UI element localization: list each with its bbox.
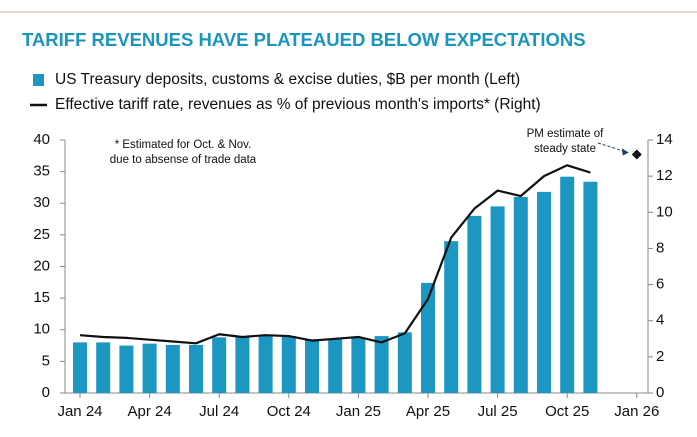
x-tick-label: Jul 25: [478, 403, 518, 420]
y-tick-label: 15: [33, 289, 50, 306]
bar: [444, 241, 459, 393]
bar: [258, 335, 273, 393]
y2-tick-label: 4: [656, 312, 664, 329]
bar: [165, 344, 180, 393]
bar: [212, 337, 227, 393]
y-tick-label: 5: [42, 352, 50, 369]
x-tick-label: Jan 26: [614, 403, 659, 420]
legend-swatch: [33, 74, 44, 86]
x-tick-label: Jul 24: [199, 403, 239, 420]
bar: [96, 342, 111, 393]
x-tick-label: Jan 24: [57, 403, 102, 420]
x-tick-label: Jan 25: [336, 403, 381, 420]
bar: [397, 332, 412, 393]
bar: [235, 336, 250, 393]
x-tick-label: Oct 24: [267, 403, 311, 420]
line: [79, 164, 591, 345]
bar: [119, 345, 134, 393]
bar: [560, 176, 575, 393]
bar: [467, 215, 482, 393]
y-tick-label: 35: [33, 163, 50, 180]
chart-title: TARIFF REVENUES HAVE PLATEAUED BELOW EXP…: [22, 29, 586, 50]
y2-tick-label: 2: [656, 348, 664, 365]
y-tick-label: 20: [33, 257, 50, 274]
bar: [351, 337, 366, 393]
bar: [537, 191, 551, 393]
y2-tick-label: 10: [656, 203, 673, 220]
note: * Estimated for Oct. & Nov.: [115, 139, 252, 151]
estimate-label: steady state: [534, 143, 596, 155]
bar: [305, 339, 319, 393]
bar: [281, 336, 296, 393]
y2-tick-label: 14: [656, 131, 673, 148]
y2-tick-label: 6: [656, 276, 664, 293]
y2-tick-label: 12: [656, 167, 673, 184]
estimate-marker: [631, 149, 642, 160]
x-tick-label: Apr 25: [406, 403, 450, 420]
legend-label: Effective tariff rate, revenues as % of …: [55, 96, 541, 113]
y2-tick-label: 0: [656, 384, 664, 401]
y-tick-label: 40: [33, 131, 50, 148]
y-tick-label: 25: [33, 226, 50, 243]
legend-label: US Treasury deposits, customs & excise d…: [55, 71, 520, 88]
note: due to absense of trade data: [110, 154, 257, 166]
bar: [73, 342, 87, 393]
x-tick-label: Oct 25: [545, 403, 589, 420]
bar: [583, 181, 598, 393]
bar: [513, 196, 528, 393]
x-tick-label: Apr 24: [127, 403, 171, 420]
estimate-arrowhead: [621, 148, 629, 156]
y2-tick-label: 8: [656, 239, 664, 256]
bar: [142, 343, 157, 393]
bar: [374, 336, 389, 393]
bar: [490, 206, 505, 393]
y-tick-label: 30: [33, 194, 50, 211]
bar: [421, 282, 435, 393]
estimate-label: PM estimate of: [527, 128, 604, 140]
y-tick-label: 10: [33, 321, 50, 338]
bar: [189, 344, 203, 393]
y-tick-label: 0: [42, 384, 50, 401]
bar: [328, 339, 343, 393]
